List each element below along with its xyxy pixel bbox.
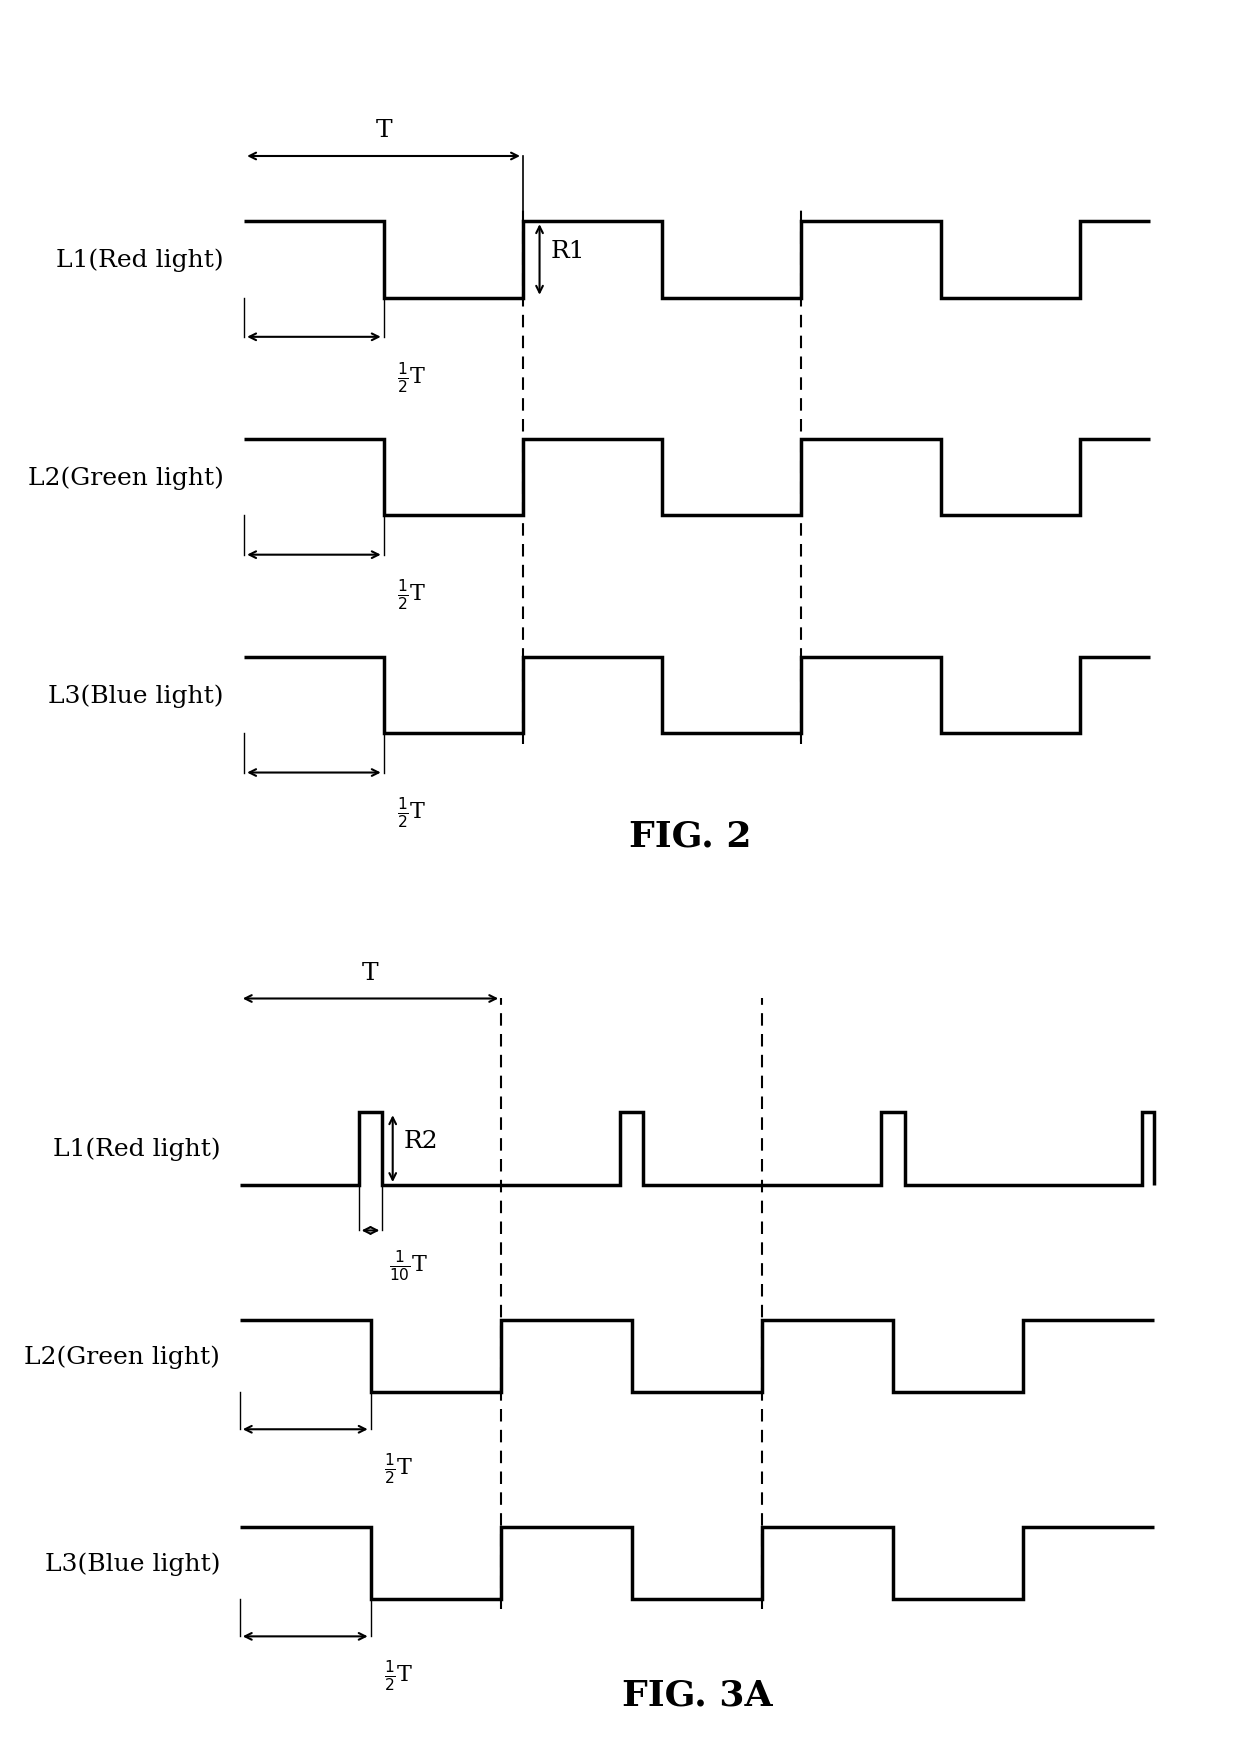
- Text: L2(Green light): L2(Green light): [25, 1344, 221, 1367]
- Text: L1(Red light): L1(Red light): [53, 1137, 221, 1160]
- Text: FIG. 3A: FIG. 3A: [621, 1678, 773, 1711]
- Text: T: T: [362, 962, 379, 984]
- Text: $\frac{1}{2}$T: $\frac{1}{2}$T: [398, 360, 427, 395]
- Text: $\frac{1}{2}$T: $\frac{1}{2}$T: [383, 1657, 413, 1692]
- Text: $\frac{1}{2}$T: $\frac{1}{2}$T: [383, 1450, 413, 1485]
- Text: R2: R2: [403, 1129, 438, 1153]
- Text: $\frac{1}{2}$T: $\frac{1}{2}$T: [398, 577, 427, 612]
- Text: FIG. 2: FIG. 2: [629, 819, 751, 852]
- Text: L3(Blue light): L3(Blue light): [48, 683, 223, 708]
- Text: L1(Red light): L1(Red light): [56, 249, 223, 271]
- Text: $\frac{1}{2}$T: $\frac{1}{2}$T: [398, 795, 427, 830]
- Text: T: T: [376, 118, 392, 141]
- Text: R1: R1: [551, 240, 585, 263]
- Text: $\frac{1}{10}$T: $\frac{1}{10}$T: [389, 1247, 428, 1282]
- Text: L2(Green light): L2(Green light): [27, 466, 223, 490]
- Text: L3(Blue light): L3(Blue light): [45, 1551, 221, 1576]
